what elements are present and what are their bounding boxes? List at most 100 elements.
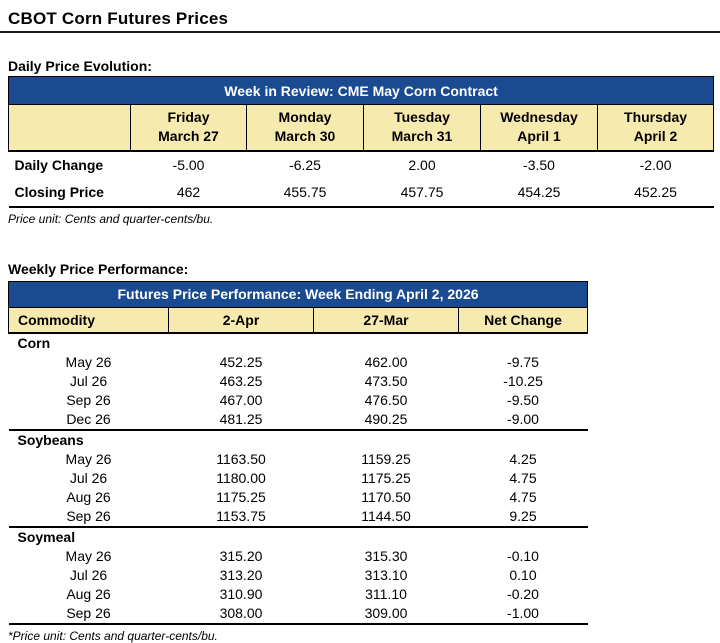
title-bar: CBOT Corn Futures Prices (0, 0, 720, 33)
table-row: Sep 26 467.00 476.50 -9.50 (9, 391, 588, 410)
table-row: Jul 26 1180.00 1175.25 4.75 (9, 469, 588, 488)
daily-price-table: Week in Review: CME May Corn Contract Fr… (7, 76, 715, 208)
daily-change-row: Daily Change -5.00 -6.25 2.00 -3.50 -2.0… (9, 151, 714, 179)
net-change-cell: 0.10 (509, 567, 537, 583)
price-cell: 1163.50 (216, 451, 266, 467)
day-label: Thursday (624, 109, 688, 126)
row-label: Closing Price (8, 178, 131, 208)
net-change-cell: -9.75 (507, 354, 539, 370)
contract-month: Jul 26 (69, 470, 108, 486)
table-row: May 26 1163.50 1159.25 4.25 (9, 450, 588, 469)
column-header-27mar: 27-Mar (313, 307, 459, 334)
table-row: Aug 26 1175.25 1170.50 4.75 (9, 488, 588, 507)
day-label: Monday (278, 109, 332, 126)
net-change-cell: -0.10 (507, 548, 539, 564)
group-row-corn: Corn (9, 333, 588, 353)
day-label: Friday (167, 109, 210, 126)
table-row: Aug 26 310.90 311.10 -0.20 (9, 585, 588, 604)
price-cell: 473.50 (364, 373, 408, 389)
net-change-cell: 4.75 (509, 489, 537, 505)
price-cell: 313.10 (364, 567, 408, 583)
table-row: Jul 26 463.25 473.50 -10.25 (9, 372, 588, 391)
price-cell: 2.00 (408, 157, 436, 173)
column-header-commodity: Commodity (8, 307, 169, 334)
price-cell: 315.30 (364, 548, 408, 564)
price-cell: 452.25 (597, 178, 714, 208)
row-label: Daily Change (14, 157, 104, 173)
group-row-soybeans: Soybeans (8, 429, 588, 450)
column-header-wednesday: Wednesday April 1 (480, 104, 598, 152)
price-cell: 309.00 (313, 604, 459, 625)
date-label: March 27 (158, 128, 219, 145)
price-cell: 1175.25 (216, 489, 266, 505)
group-name: Corn (17, 335, 51, 351)
day-label: Tuesday (394, 109, 450, 126)
net-change-cell: 4.75 (509, 470, 537, 486)
contract-month: Dec 26 (66, 411, 111, 427)
contract-month: Aug 26 (66, 489, 111, 505)
price-cell: 481.25 (219, 411, 263, 427)
day-label: Wednesday (500, 109, 578, 126)
contract-month: Jul 26 (69, 567, 108, 583)
net-change-cell: -9.50 (507, 392, 539, 408)
group-name: Soymeal (8, 526, 588, 547)
table-row: May 26 452.25 462.00 -9.75 (9, 353, 588, 372)
contract-month: May 26 (65, 451, 112, 467)
column-header-friday: Friday March 27 (130, 104, 247, 152)
column-header-monday: Monday March 30 (246, 104, 364, 152)
price-cell: 476.50 (364, 392, 408, 408)
daily-table-title-row: Week in Review: CME May Corn Contract (7, 76, 715, 105)
price-cell: -6.25 (289, 157, 321, 173)
price-cell: 1175.25 (361, 470, 411, 486)
price-cell: -5.00 (172, 157, 205, 173)
price-cell: 1180.00 (216, 470, 266, 486)
weekly-table-header-row: Commodity 2-Apr 27-Mar Net Change (8, 307, 589, 334)
column-header-thursday: Thursday April 2 (596, 104, 715, 152)
group-name: Soybeans (8, 429, 588, 450)
net-change-cell: -0.20 (507, 586, 539, 602)
contract-month: Sep 26 (66, 508, 111, 524)
net-change-cell: 4.25 (509, 451, 537, 467)
table-row: Sep 26 1153.75 1144.50 9.25 (9, 507, 588, 527)
price-cell: 1159.25 (361, 451, 411, 467)
price-cell: 313.20 (219, 567, 263, 583)
price-cell: 454.25 (480, 178, 598, 208)
weekly-table-footnote: *Price unit: Cents and quarter-cents/bu. (8, 629, 218, 643)
daily-section-label: Daily Price Evolution: (8, 58, 152, 74)
weekly-table-title: Futures Price Performance: Week Ending A… (7, 280, 589, 308)
net-change-cell: -1.00 (458, 604, 588, 625)
price-cell: 308.00 (168, 604, 314, 625)
contract-month: Jul 26 (69, 373, 108, 389)
group-row-soymeal: Soymeal (8, 526, 588, 547)
daily-table-title: Week in Review: CME May Corn Contract (7, 76, 715, 105)
net-change-cell: -9.00 (507, 411, 539, 427)
price-cell: 311.10 (365, 586, 407, 602)
contract-month: May 26 (65, 548, 112, 564)
date-label: April 1 (517, 128, 561, 145)
price-cell: 452.25 (219, 354, 263, 370)
column-header-2apr: 2-Apr (168, 307, 314, 334)
price-cell: 455.75 (246, 178, 364, 208)
price-cell: 1144.50 (361, 508, 411, 524)
contract-month: Aug 26 (66, 586, 111, 602)
contract-month: Sep 26 (66, 392, 111, 408)
weekly-section-label: Weekly Price Performance: (8, 260, 189, 277)
price-cell: 462.00 (364, 354, 408, 370)
date-label: March 31 (391, 128, 453, 145)
weekly-performance-table: Futures Price Performance: Week Ending A… (7, 280, 589, 625)
column-header-tuesday: Tuesday March 31 (363, 104, 481, 152)
closing-price-row: Closing Price 462 455.75 457.75 454.25 4… (8, 178, 714, 208)
net-change-cell: -10.25 (503, 373, 543, 389)
price-cell: 490.25 (364, 411, 408, 427)
price-cell: 457.75 (363, 178, 481, 208)
price-cell: 310.90 (219, 586, 263, 602)
contract-month: Sep 26 (8, 604, 169, 625)
contract-month: May 26 (65, 354, 112, 370)
price-cell: 462 (130, 178, 247, 208)
table-row: May 26 315.20 315.30 -0.10 (9, 547, 588, 566)
table-row: Sep 26 308.00 309.00 -1.00 (8, 604, 588, 625)
price-cell: 463.25 (219, 373, 263, 389)
date-label: April 2 (633, 128, 678, 145)
table-row: Dec 26 481.25 490.25 -9.00 (9, 410, 588, 430)
